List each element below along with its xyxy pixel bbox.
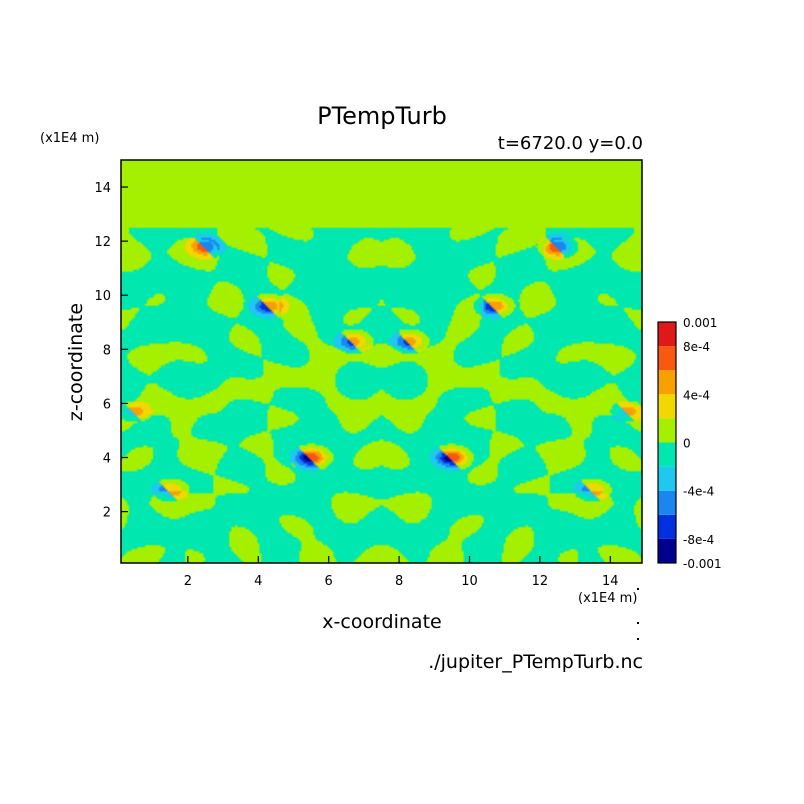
x-ticks: 2 4 6 8 10 12 14 [184, 556, 619, 589]
y-tick-label: 10 [94, 289, 111, 304]
colorbar-tick-label: 0.001 [683, 316, 717, 330]
marker-dot [637, 588, 639, 590]
colorbar-tick-label: 8e-4 [683, 340, 710, 354]
y-tick-label: 2 [103, 506, 111, 521]
x-tick-label: 10 [461, 574, 478, 589]
y-tick-label: 4 [103, 452, 111, 467]
y-tick-label: 12 [94, 235, 111, 250]
colorbar: 0.001 8e-4 4e-4 0 -4e-4 -8e-4 -0.001 [657, 316, 722, 571]
x-tick-label: 4 [254, 574, 262, 589]
y-unit-label: (x1E4 m) [40, 131, 99, 146]
plot-frame [120, 159, 643, 564]
marker-dot [637, 638, 639, 640]
colorbar-segment [658, 538, 676, 563]
plot-area [120, 159, 643, 564]
colorbar-segment [658, 346, 676, 371]
colorbar-segment [658, 394, 676, 419]
heatmap-image [121, 160, 642, 563]
colorbar-tick-label: 0 [683, 437, 691, 451]
y-tick-label: 14 [94, 181, 111, 196]
y-axis-label: z-coordinate [65, 303, 87, 421]
colorbar-tick-label: -4e-4 [683, 485, 714, 499]
y-tick-label: 6 [103, 397, 111, 412]
colorbar-tick-label: -8e-4 [683, 533, 714, 547]
colorbar-segment [658, 466, 676, 491]
colorbar-segment [658, 418, 676, 443]
x-tick-label: 8 [395, 574, 403, 589]
colorbar-segment [658, 514, 676, 539]
x-tick-label: 14 [602, 574, 619, 589]
colorbar-segment [658, 370, 676, 395]
x-unit-label: (x1E4 m) [578, 591, 637, 606]
chart-title: PTempTurb [317, 102, 447, 130]
colorbar-tick-label: -0.001 [683, 557, 722, 571]
colorbar-frame [657, 321, 677, 564]
colorbar-segment [658, 322, 676, 347]
x-tick-label: 6 [325, 574, 333, 589]
colorbar-tick-label: 4e-4 [683, 388, 710, 402]
y-tick-label: 8 [103, 343, 111, 358]
marker-dot [637, 622, 639, 624]
chart-subtitle: t=6720.0 y=0.0 [498, 133, 643, 154]
colorbar-segment [658, 490, 676, 515]
y-ticks: 2 4 6 8 10 12 14 [94, 181, 128, 521]
source-file-label: ./jupiter_PTempTurb.nc [428, 651, 643, 673]
x-tick-label: 12 [532, 574, 549, 589]
x-tick-label: 2 [184, 574, 192, 589]
x-axis-label: x-coordinate [322, 611, 441, 633]
colorbar-segment [658, 442, 676, 467]
